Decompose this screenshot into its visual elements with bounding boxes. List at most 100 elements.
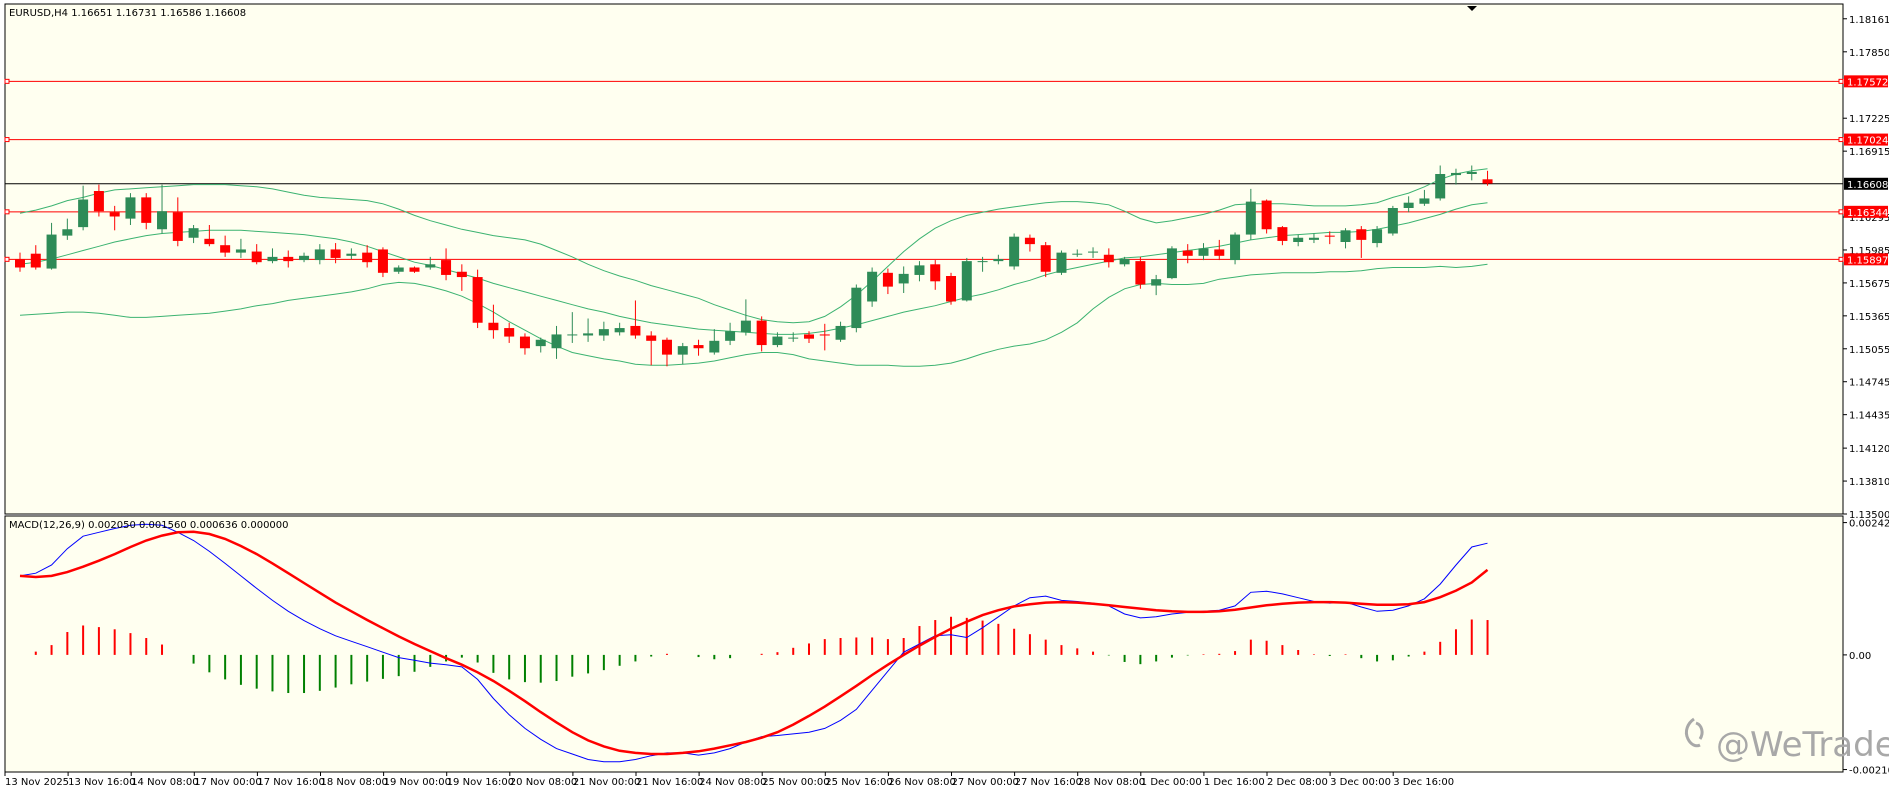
current-price-tag — [1844, 177, 1888, 190]
candle — [914, 261, 925, 282]
time-tick-label: 26 Nov 08:00 — [888, 777, 955, 788]
candle — [1466, 165, 1477, 181]
price-axis[interactable]: 1.18161 1.17850 1.17225 1.16915 1.16295 1.159… — [1843, 15, 1889, 521]
candle — [1482, 170, 1493, 186]
watermark-text: @WeTrade — [1716, 725, 1889, 765]
time-tick-label: 24 Nov 08:00 — [699, 777, 766, 788]
candle — [1435, 165, 1446, 201]
price-pane-content — [4, 78, 1844, 367]
candle-body — [188, 228, 199, 238]
candle-body — [1482, 179, 1493, 184]
candle — [519, 333, 530, 355]
candle-body — [283, 256, 294, 262]
candle-body — [1103, 254, 1114, 263]
level-price-tag — [1844, 133, 1888, 146]
symbol-ohlc-label: EURUSD,H4 1.16651 1.16731 1.16586 1.1660… — [9, 8, 246, 19]
candle-body — [946, 276, 957, 302]
candle-body — [851, 287, 862, 329]
level-price-tag-label: 1.15897 — [1847, 255, 1888, 266]
candle — [583, 318, 594, 342]
candle-body — [898, 273, 909, 284]
time-tick-label: 1 Dec 16:00 — [1204, 777, 1265, 788]
candle — [109, 205, 120, 231]
candle-body — [835, 325, 846, 340]
candle — [709, 329, 720, 355]
candle-body — [1356, 229, 1367, 240]
time-tick-label: 28 Nov 08:00 — [1078, 777, 1145, 788]
candle-body — [1119, 259, 1130, 265]
candle — [551, 325, 562, 359]
candle — [46, 222, 57, 270]
candle-body — [204, 238, 215, 245]
candle-body — [630, 325, 641, 336]
level-anchor-left-3 — [4, 209, 10, 215]
candle-body — [314, 249, 325, 261]
candle — [1261, 199, 1272, 234]
candle-body — [1435, 174, 1446, 199]
candle — [1324, 231, 1335, 245]
level-anchor-right-1 — [1838, 78, 1844, 84]
candle-body — [646, 335, 657, 341]
time-tick-label: 17 Nov 16:00 — [257, 777, 324, 788]
candle — [220, 235, 231, 257]
candle-body — [693, 345, 704, 349]
candle-body — [961, 261, 972, 301]
candle — [30, 245, 41, 270]
candle-body — [867, 271, 878, 302]
candle-body — [62, 229, 73, 236]
candle — [1245, 188, 1256, 240]
candle-body — [1198, 248, 1209, 256]
candle — [535, 337, 546, 353]
candle — [393, 265, 404, 274]
time-tick-label: 19 Nov 16:00 — [447, 777, 514, 788]
candle — [1056, 250, 1067, 275]
candle — [1072, 249, 1083, 257]
candle-body — [661, 339, 672, 355]
price-tick-label: 1.16915 — [1849, 147, 1889, 158]
candle — [867, 267, 878, 307]
candle — [330, 243, 341, 264]
candle-body — [1056, 252, 1067, 273]
candle — [235, 238, 246, 258]
candle — [898, 266, 909, 293]
candle — [1372, 226, 1383, 248]
candle — [1151, 274, 1162, 296]
candle-body — [1403, 202, 1414, 208]
candle — [346, 248, 357, 259]
candle-body — [740, 320, 751, 333]
price-tick-label: 1.15055 — [1849, 345, 1889, 356]
candle — [1088, 247, 1099, 258]
candle-body — [46, 234, 57, 269]
level-anchor-right-2 — [1838, 137, 1844, 143]
time-tick-label: 3 Dec 16:00 — [1393, 777, 1454, 788]
candle — [1198, 243, 1209, 261]
candle — [15, 252, 25, 272]
candle-body — [1340, 230, 1351, 242]
candle-body — [251, 251, 262, 263]
candle — [961, 257, 972, 302]
level-anchor-left-2 — [4, 137, 10, 143]
shift-end-marker-icon[interactable] — [1467, 6, 1477, 11]
candle-body — [1293, 237, 1304, 242]
candle-body — [709, 340, 720, 353]
candle-body — [1230, 234, 1241, 261]
candle-body — [393, 267, 404, 272]
candle — [946, 272, 957, 305]
candle-body — [756, 320, 767, 346]
candle-body — [1466, 171, 1477, 174]
price-tags: 1.17572 1.17024 1.16344 1.15897 1.16608 — [1844, 75, 1888, 266]
candle-body — [220, 245, 231, 253]
candle-body — [819, 334, 830, 336]
candle-body — [725, 331, 736, 341]
time-tick-label: 14 Nov 08:00 — [131, 777, 198, 788]
price-tick-label: 1.13810 — [1849, 477, 1889, 488]
candle — [409, 266, 420, 273]
candle — [1135, 256, 1146, 289]
candle-body — [172, 212, 183, 241]
candle-body — [1182, 250, 1193, 256]
candle-body — [109, 212, 120, 217]
candle — [1024, 234, 1035, 252]
candle — [488, 304, 499, 339]
